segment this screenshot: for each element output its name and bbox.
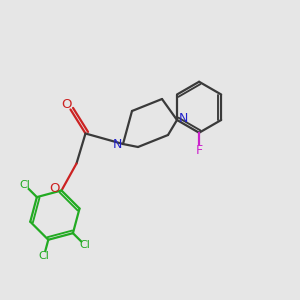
Text: Cl: Cl (38, 251, 50, 261)
Text: Cl: Cl (20, 180, 30, 190)
Text: N: N (178, 112, 188, 125)
Text: Cl: Cl (80, 240, 90, 250)
Text: O: O (50, 182, 60, 196)
Text: F: F (196, 144, 202, 157)
Text: N: N (112, 137, 122, 151)
Text: O: O (62, 98, 72, 111)
